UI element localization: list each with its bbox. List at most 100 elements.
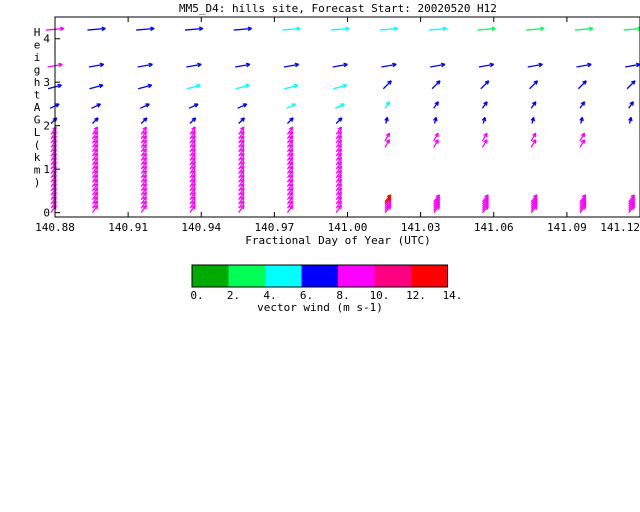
wind-vector [286, 143, 294, 153]
wind-vector [481, 101, 488, 109]
wind-vector [87, 26, 106, 32]
wind-vector [431, 80, 441, 90]
y-axis-label-char: H [34, 26, 41, 39]
wind-vector [335, 174, 342, 183]
wind-vector [331, 26, 350, 32]
wind-vector [335, 156, 342, 166]
wind-vector [91, 191, 99, 200]
wind-vector [433, 132, 439, 142]
wind-vector [335, 148, 342, 157]
wind-vector [238, 200, 245, 209]
wind-vector [577, 80, 587, 90]
color-scale-frame [191, 264, 448, 288]
color-scale-swatch [192, 265, 229, 287]
color-scale-label: 10. [370, 289, 390, 302]
wind-vector [530, 139, 537, 148]
wind-vector [238, 117, 245, 124]
wind-vector [189, 174, 196, 183]
wind-vector [286, 204, 294, 214]
color-scale-swatch [228, 265, 265, 287]
wind-vector [140, 143, 147, 153]
wind-vector [91, 174, 99, 183]
wind-vector [140, 196, 147, 205]
wind-vector [238, 156, 245, 166]
wind-vector [238, 178, 245, 187]
wind-vector [189, 130, 196, 140]
wind-vector [433, 101, 439, 109]
wind-vector [335, 187, 342, 196]
chart-title: MM5_D4: hills site, Forecast Start: 2002… [179, 2, 497, 15]
wind-vector [188, 103, 199, 109]
y-axis-label-char: ) [34, 176, 41, 189]
wind-vector [335, 139, 342, 148]
y-tick-label: 0 [43, 207, 50, 220]
wind-vector [530, 194, 538, 203]
wind-vector [579, 101, 586, 109]
wind-vector [140, 187, 147, 196]
wind-vector [286, 148, 294, 157]
wind-vector [140, 139, 147, 148]
y-tick-label: 1 [43, 163, 50, 176]
wind-vector [235, 83, 250, 90]
wind-vector [91, 126, 99, 135]
color-scale-label: 0. [190, 289, 203, 302]
color-scale-swatch [265, 265, 302, 287]
wind-vector [140, 161, 147, 170]
color-scale-label: 14. [443, 289, 463, 302]
wind-vector [481, 194, 489, 203]
y-tick-label: 2 [43, 120, 50, 133]
plot-frame [54, 16, 640, 218]
wind-vector [379, 26, 399, 32]
y-axis-label-char: ( [34, 139, 41, 152]
wind-vector [189, 169, 196, 179]
wind-vector [335, 204, 342, 214]
wind-vector [140, 204, 147, 214]
wind-vector [286, 117, 294, 124]
wind-vector [628, 101, 634, 109]
color-scale-label: 8. [336, 289, 349, 302]
wind-vector [384, 101, 391, 109]
wind-vector [189, 178, 196, 187]
wind-vector [91, 200, 99, 209]
wind-vector [628, 194, 636, 203]
wind-vector [237, 103, 248, 109]
wind-vector [189, 117, 197, 124]
wind-vector [286, 130, 294, 140]
wind-vector [335, 191, 342, 200]
wind-vector [529, 80, 539, 90]
color-scale-label: 4. [263, 289, 276, 302]
wind-vector [189, 139, 196, 148]
wind-vector [189, 165, 196, 174]
wind-vector [189, 143, 196, 153]
wind-vector [91, 143, 99, 153]
x-axis: 140.88 140.91 140.94 140.97 141.00 141.03 141.… [35, 17, 640, 234]
wind-vector [189, 196, 196, 205]
y-tick-label: 4 [43, 33, 50, 46]
wind-vector [238, 204, 245, 214]
wind-vector [384, 194, 392, 203]
wind-vector [186, 62, 202, 68]
wind-vector [433, 139, 439, 148]
wind-vector [91, 117, 99, 124]
wind-vector [140, 152, 147, 161]
wind-vector [626, 80, 636, 90]
wind-vector [238, 148, 245, 157]
wind-vector [50, 117, 58, 124]
wind-vector [91, 103, 102, 109]
wind-vector [480, 80, 490, 90]
x-tick-label: 141.12 [600, 221, 640, 234]
wind-vector [335, 200, 342, 209]
wind-vector [138, 83, 153, 90]
wind-vector [238, 135, 245, 144]
wind-vector [140, 191, 147, 200]
wind-vector [189, 182, 196, 192]
wind-vector [335, 130, 342, 140]
y-axis-label-char: G [34, 114, 41, 127]
wind-vector [574, 26, 594, 32]
wind-vector [91, 139, 99, 148]
wind-vector [140, 135, 147, 144]
wind-vector [283, 62, 300, 68]
wind-vector [140, 126, 147, 135]
wind-vector [428, 26, 447, 32]
wind-vector [238, 191, 245, 200]
